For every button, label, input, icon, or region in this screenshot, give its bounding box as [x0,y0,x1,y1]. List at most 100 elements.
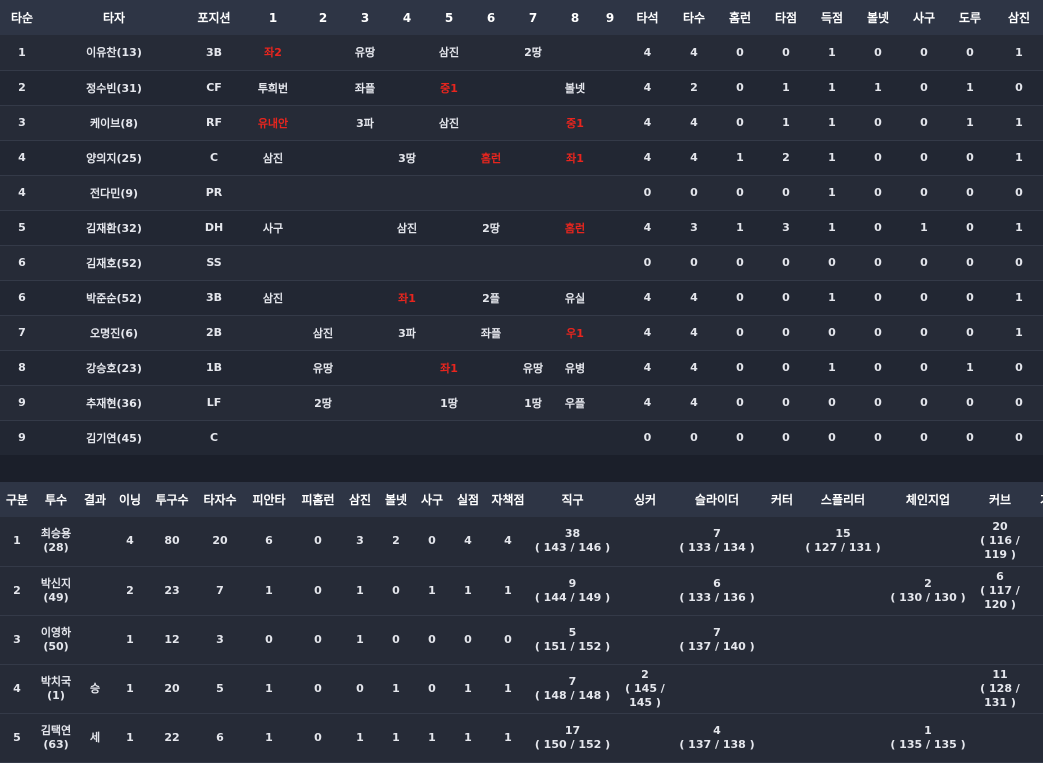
inning-result-cell [302,105,344,141]
pitcher-number: (63) [43,737,69,751]
pitching-stat-cell: 3 [342,517,378,567]
batting-stat-cell: 0 [809,245,855,281]
inning-result-cell: 좌1 [554,140,596,176]
inning-result-cell [302,280,344,316]
pitch-type-cell [615,615,675,665]
batting-stat-cell: 1 [809,70,855,106]
inning-result-cell [596,35,624,71]
inning-result-cell [470,350,512,386]
pitch-count: 17 [564,723,581,737]
batting-stat-cell: 0 [717,315,763,351]
pitch-type-cell [881,664,975,714]
batting-header-cell: 사구 [901,0,947,35]
batting-stat-cell: 1 [809,105,855,141]
batting-stat-cell: 1 [763,105,809,141]
pitching-stat-cell: 1 [486,566,530,616]
batter-row: 6 김재호(52) SS 0 0 0 0 0 0 0 0 0 [0,245,1043,281]
inning-result-cell: 유땅 [302,350,344,386]
pitch-type-cell: 38( 143 / 146 ) [530,517,615,567]
pitch-count: 1 [924,723,932,737]
batting-stat-cell: 1 [947,350,993,386]
inning-result-cell [428,280,470,316]
inning-result-cell: 2땅 [512,35,554,71]
inning-result-cell [470,420,512,456]
batting-order-cell: 4 [0,175,44,211]
table-divider [0,455,1043,482]
batting-stat-cell: 0 [901,385,947,421]
pitching-stat-cell: 1 [414,713,450,763]
inning-result-cell [244,420,302,456]
position-cell: C [184,140,244,176]
batting-header-cell: 9 [596,0,624,35]
pitch-type-cell [805,664,881,714]
pitch-type-cell [759,566,805,616]
inning-result-cell [244,385,302,421]
batting-order-cell: 3 [0,105,44,141]
batting-stat-cell: 1 [993,280,1043,316]
position-cell: CF [184,70,244,106]
pitch-type-cell [1025,664,1043,714]
pitching-header-cell: 실점 [450,482,486,517]
pitch-type-cell [615,713,675,763]
inning-result-cell: 1땅 [512,385,554,421]
batting-stat-cell: 0 [947,210,993,246]
inning-result-cell [244,245,302,281]
pitch-type-cell [1025,713,1043,763]
pitching-stat-cell: 1 [112,664,148,714]
inning-result-cell: 삼진 [244,140,302,176]
batting-stat-cell: 0 [855,35,901,71]
pitcher-name-cell: 이영하 (50) [34,615,78,665]
batting-stat-cell: 0 [671,420,717,456]
pitching-header-cell: 피홈런 [294,482,342,517]
pitch-speed-range: ( 150 / 152 ) [534,737,611,751]
batting-header-cell: 볼넷 [855,0,901,35]
batting-header-row: 타순 타자 포지션 1 2 3 4 5 6 7 8 9 타석 타수 홈런 타점 득점 볼넷 사구 도루 삼진 [0,0,1043,35]
inning-result-cell [428,245,470,281]
pitch-speed-range: ( 117 / 120 ) [980,583,1020,611]
inning-result-cell: 중1 [428,70,470,106]
pitching-stat-cell: 1 [378,713,414,763]
inning-result-cell [344,175,386,211]
pitching-stat-cell: 4 [486,517,530,567]
batting-order-cell: 5 [0,210,44,246]
batting-stat-cell: 0 [624,245,671,281]
pitcher-seq-cell: 3 [0,615,34,665]
inning-result-cell [554,35,596,71]
pitching-stat-cell: 1 [486,713,530,763]
pitching-stat-cell: 2 [378,517,414,567]
batting-header-cell: 삼진 [993,0,1043,35]
pitcher-result-cell: 세 [78,713,112,763]
pitcher-row: 5 김택연 (63) 세 1 22 6 1 0 1 1 1 1 1 17( 150 / 152 ) 4( 13… [0,713,1043,763]
inning-result-cell [302,245,344,281]
position-cell: 3B [184,35,244,71]
batting-stat-cell: 0 [947,385,993,421]
batting-stat-cell: 1 [993,140,1043,176]
pitch-count: 5 [568,625,577,639]
batting-stat-cell: 4 [671,350,717,386]
batting-stat-cell: 0 [993,350,1043,386]
batting-stat-cell: 4 [624,140,671,176]
pitching-header-cell: 싱커 [615,482,675,517]
batting-stat-cell: 0 [901,70,947,106]
pitch-type-cell [615,517,675,567]
inning-result-cell [596,315,624,351]
pitching-header-cell: 스플리터 [805,482,881,517]
batting-stat-cell: 0 [717,350,763,386]
batting-stat-cell: 0 [901,175,947,211]
pitching-header-cell: 구분 [0,482,34,517]
inning-result-cell [596,420,624,456]
batter-name-cell: 추재현(36) [44,385,184,421]
pitch-speed-range: ( 148 / 148 ) [534,688,611,702]
pitching-stat-cell: 1 [486,664,530,714]
batting-stat-cell: 4 [624,35,671,71]
pitching-stat-cell: 1 [244,664,294,714]
pitching-stat-cell: 0 [294,615,342,665]
pitch-type-cell: 17( 150 / 152 ) [530,713,615,763]
inning-result-cell [302,420,344,456]
pitch-count: 38 [564,527,581,541]
inning-result-cell [302,175,344,211]
inning-result-cell: 3파 [344,105,386,141]
batting-stat-cell: 2 [671,70,717,106]
pitching-header-cell: 기타 [1025,482,1043,517]
pitcher-row: 1 최승용 (28) 4 80 20 6 0 3 2 0 4 4 38( 143 / 146 ) 7( 13… [0,517,1043,567]
